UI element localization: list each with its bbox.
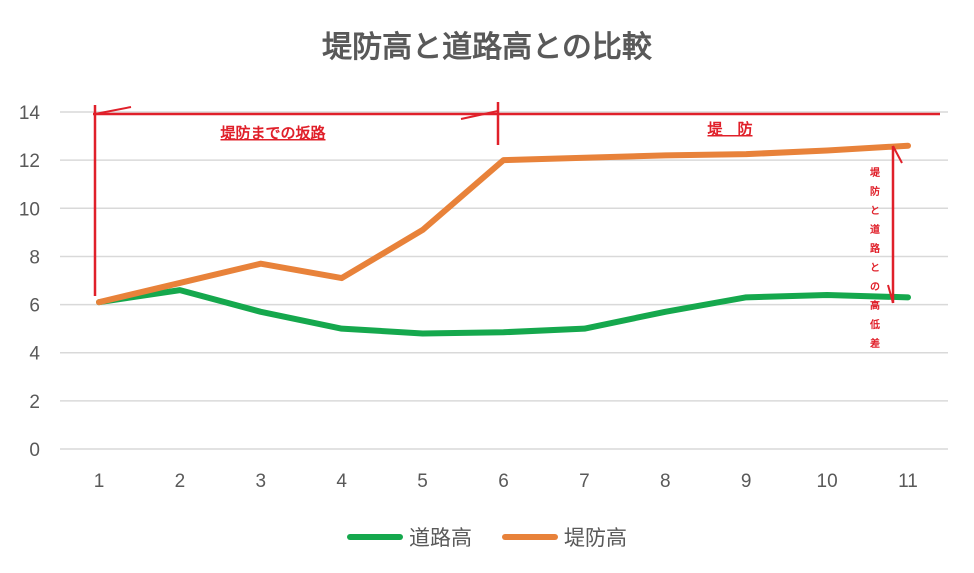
x-tick-label: 10 bbox=[817, 471, 838, 492]
x-tick-label: 2 bbox=[175, 471, 186, 492]
y-tick-label: 14 bbox=[19, 103, 41, 124]
annotation-slope: 堤防までの坂路 bbox=[220, 124, 326, 142]
arrow-head bbox=[460, 110, 499, 120]
y-tick-label: 12 bbox=[19, 151, 40, 172]
arrow-head bbox=[887, 284, 894, 304]
x-tick-label: 1 bbox=[94, 471, 105, 492]
annotation-difference-char: 高 bbox=[870, 299, 880, 312]
annotation-difference-char: 路 bbox=[870, 242, 881, 255]
annotation-levee: 堤 防 bbox=[707, 120, 752, 138]
y-tick-label: 6 bbox=[29, 296, 40, 317]
series-line-levee bbox=[96, 142, 911, 306]
x-tick-label: 4 bbox=[336, 471, 347, 492]
annotation-difference-char: 堤 bbox=[870, 166, 881, 179]
x-tick-label: 11 bbox=[898, 471, 918, 492]
y-tick-label: 8 bbox=[29, 247, 40, 268]
legend-label-levee: 堤防高 bbox=[564, 526, 627, 550]
x-tick-label: 9 bbox=[741, 471, 752, 492]
x-tick-label: 7 bbox=[579, 471, 590, 492]
chart-title: 堤防高と道路高との比較 bbox=[322, 30, 652, 65]
x-tick-label: 6 bbox=[498, 471, 509, 492]
legend-swatch-road bbox=[347, 534, 403, 540]
legend-item-road: 道路高 bbox=[347, 522, 472, 552]
annotation-difference-char: と bbox=[870, 262, 880, 274]
series-line-road bbox=[96, 287, 911, 337]
annotation-difference-char: の bbox=[870, 282, 880, 293]
annotation-difference-char: 差 bbox=[870, 337, 880, 350]
annotation-difference-char: 低 bbox=[869, 318, 880, 331]
legend-swatch-levee bbox=[502, 534, 558, 540]
legend: 道路高 堤防高 bbox=[0, 522, 974, 552]
y-tick-label: 2 bbox=[29, 392, 40, 413]
arrow-head bbox=[892, 145, 903, 164]
y-tick-label: 4 bbox=[29, 344, 40, 365]
x-tick-label: 5 bbox=[417, 471, 428, 492]
x-tick-label: 8 bbox=[660, 471, 671, 492]
annotation-difference-char: 防 bbox=[870, 185, 880, 198]
y-tick-label: 0 bbox=[29, 440, 40, 461]
annotation-difference-char: と bbox=[870, 205, 880, 217]
x-tick-label: 3 bbox=[256, 471, 267, 492]
legend-label-road: 道路高 bbox=[409, 526, 472, 550]
annotation-difference-char: 道 bbox=[870, 223, 880, 236]
arrow-head bbox=[94, 106, 132, 115]
y-tick-label: 10 bbox=[19, 199, 40, 220]
legend-item-levee: 堤防高 bbox=[502, 522, 627, 552]
